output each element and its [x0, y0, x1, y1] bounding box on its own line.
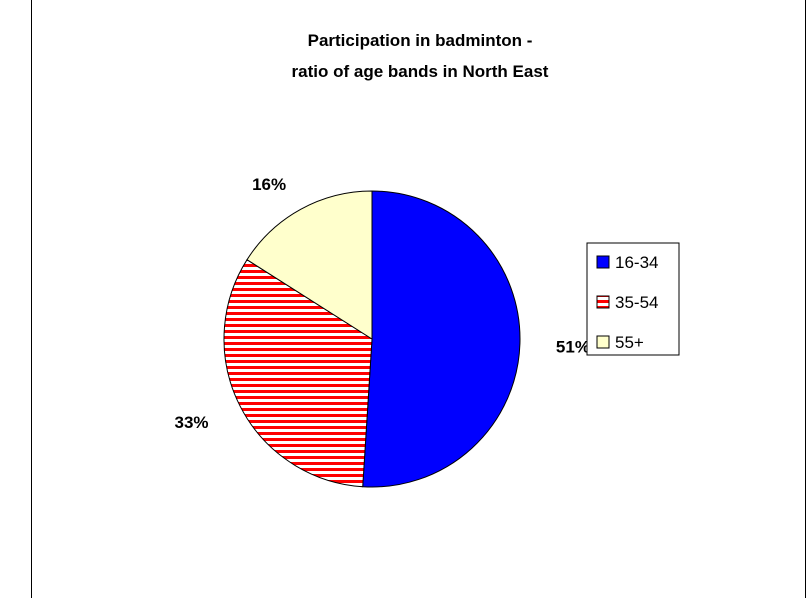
- chart-title: Participation in badminton - ratio of ag…: [292, 31, 549, 81]
- pie-slices: [223, 190, 521, 488]
- pie-slice-35-54: [223, 259, 373, 488]
- legend-swatch-35-54: [596, 295, 610, 309]
- pie-slice-16-34: [362, 190, 521, 488]
- data-labels: 51% 33% 16%: [174, 175, 589, 432]
- chart-title-line-2: ratio of age bands in North East: [292, 62, 549, 81]
- chart-title-line-1: Participation in badminton -: [308, 31, 533, 50]
- data-label-16-34: 51%: [556, 337, 590, 356]
- legend-label-35-54: 35-54: [615, 293, 658, 312]
- legend-swatch-55+: [596, 335, 610, 349]
- legend-swatch-16-34: [596, 255, 610, 269]
- data-label-55+: 16%: [252, 175, 286, 194]
- pie-slice-55+: [246, 190, 373, 340]
- data-label-35-54: 33%: [174, 413, 208, 432]
- chart-frame: [31, 0, 806, 598]
- legend-label-55+: 55+: [615, 333, 644, 352]
- legend-label-16-34: 16-34: [615, 253, 658, 272]
- legend: 16-34 35-54 55+: [586, 242, 680, 356]
